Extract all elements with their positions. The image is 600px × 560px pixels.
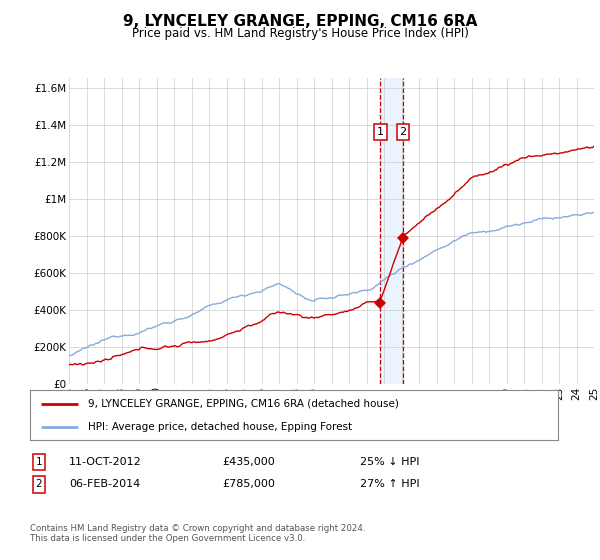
Text: 9, LYNCELEY GRANGE, EPPING, CM16 6RA (detached house): 9, LYNCELEY GRANGE, EPPING, CM16 6RA (de…	[88, 399, 399, 409]
Text: HPI: Average price, detached house, Epping Forest: HPI: Average price, detached house, Eppi…	[88, 422, 352, 432]
Text: 9, LYNCELEY GRANGE, EPPING, CM16 6RA: 9, LYNCELEY GRANGE, EPPING, CM16 6RA	[123, 14, 477, 29]
Text: 11-OCT-2012: 11-OCT-2012	[69, 457, 142, 467]
Text: 2: 2	[400, 127, 407, 137]
Text: 1: 1	[35, 457, 43, 467]
Bar	[380, 78, 403, 384]
Text: 1: 1	[377, 127, 384, 137]
Text: £435,000: £435,000	[222, 457, 275, 467]
Text: 25% ↓ HPI: 25% ↓ HPI	[360, 457, 419, 467]
Text: Price paid vs. HM Land Registry's House Price Index (HPI): Price paid vs. HM Land Registry's House …	[131, 27, 469, 40]
Text: 27% ↑ HPI: 27% ↑ HPI	[360, 479, 419, 489]
Text: £785,000: £785,000	[222, 479, 275, 489]
Text: Contains HM Land Registry data © Crown copyright and database right 2024.
This d: Contains HM Land Registry data © Crown c…	[30, 524, 365, 543]
Text: 2: 2	[35, 479, 43, 489]
Text: 06-FEB-2014: 06-FEB-2014	[69, 479, 140, 489]
